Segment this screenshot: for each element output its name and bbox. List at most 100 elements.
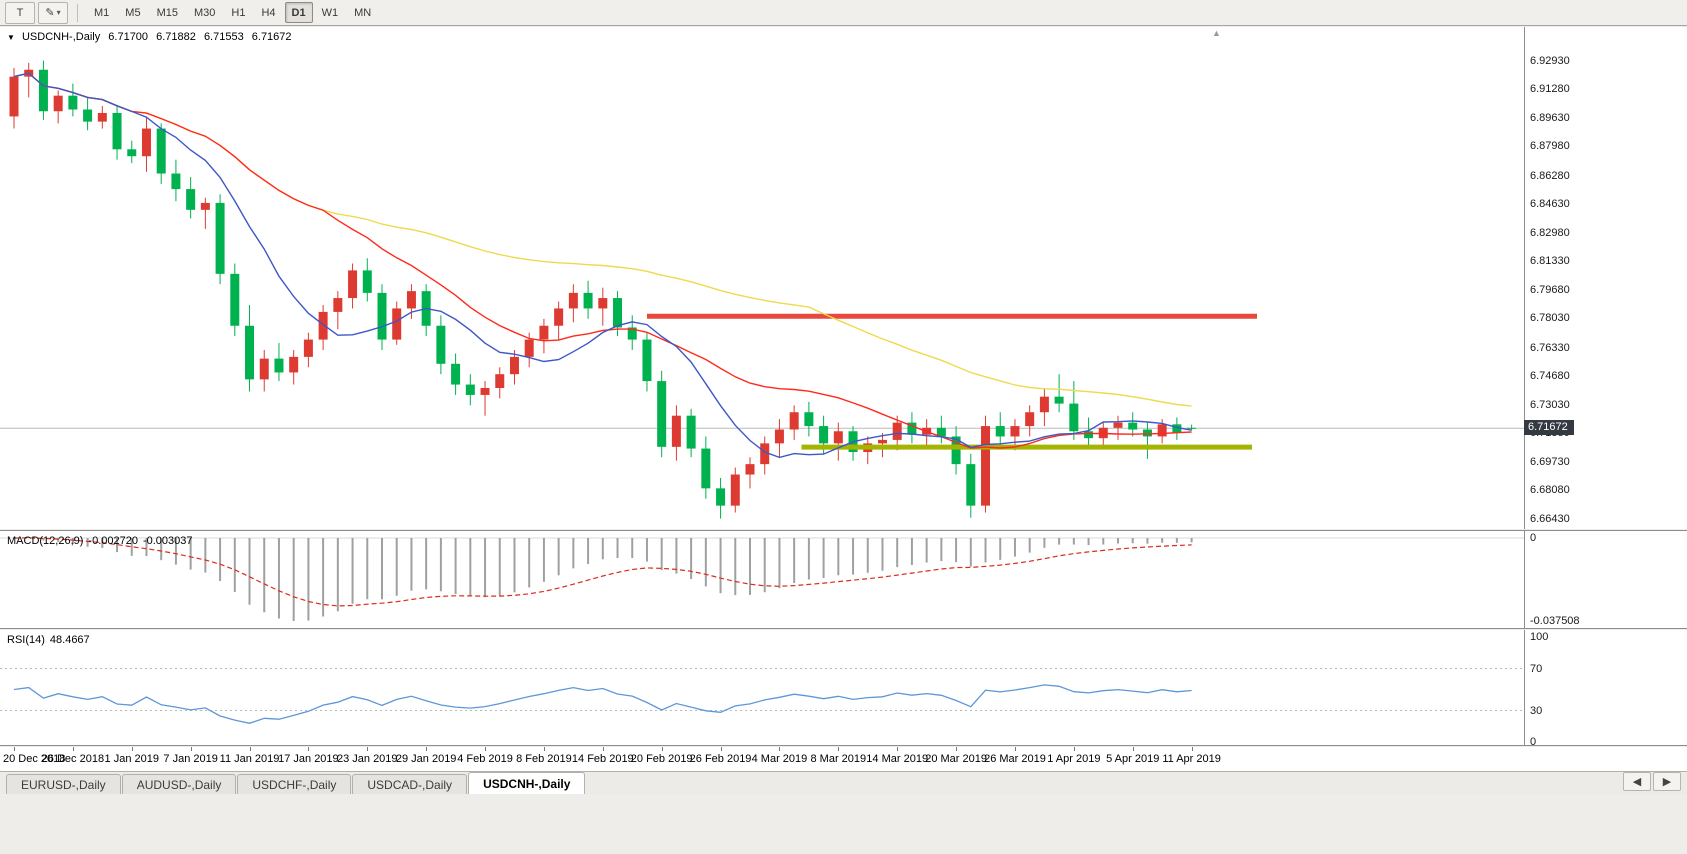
current-price-badge: 6.71672 bbox=[1524, 420, 1574, 436]
rsi-panel-label: RSI(14) 48.4667 bbox=[7, 634, 95, 646]
timeframe-button-h1[interactable]: H1 bbox=[231, 6, 246, 19]
toolbar-separator bbox=[77, 3, 78, 22]
candle-body bbox=[97, 112, 107, 122]
candle-body bbox=[524, 339, 534, 357]
candle-body bbox=[1025, 412, 1035, 427]
macd-value-signal: -0.003037 bbox=[142, 535, 193, 547]
candle-body bbox=[127, 149, 137, 157]
candle-body bbox=[598, 298, 608, 309]
candle-body bbox=[38, 69, 48, 112]
candle-body bbox=[1039, 396, 1049, 413]
price-scale-label: 6.66430 bbox=[1530, 512, 1570, 525]
draw-tool-button[interactable]: ✎ ▾ bbox=[38, 1, 68, 24]
time-axis[interactable]: 20 Dec 2018 26 Dec 2018 1 Jan 2019 7 Jan 20… bbox=[0, 747, 1687, 771]
candle-body bbox=[230, 273, 240, 326]
price-scale-label: 6.87980 bbox=[1530, 140, 1570, 153]
left-arrow-icon: ◀ bbox=[1632, 776, 1642, 788]
price-scale-label: 6.84630 bbox=[1530, 198, 1570, 211]
timeframe-button-w1[interactable]: W1 bbox=[321, 6, 339, 19]
timeframe-group: M1 M5 M15 M30 H1 H4 D1 W1 MN bbox=[87, 2, 378, 23]
rsi-plot[interactable] bbox=[0, 630, 1524, 744]
date-label: 20 Dec 2018 bbox=[3, 753, 66, 765]
price-scale-label: 6.73030 bbox=[1530, 398, 1570, 411]
candle-body bbox=[333, 298, 343, 312]
chart-dropdown-icon[interactable]: ▼ bbox=[7, 33, 15, 42]
ma-slow bbox=[13, 72, 1192, 407]
candle-body bbox=[936, 427, 946, 437]
time-axis-tick bbox=[1191, 747, 1193, 751]
candle-body bbox=[966, 464, 976, 506]
macd-plot[interactable] bbox=[0, 531, 1524, 628]
timeframe-button-m15[interactable]: M15 bbox=[156, 6, 178, 19]
price-scale-label: 6.81330 bbox=[1530, 255, 1570, 268]
rsi-scale: 100 70 30 0 bbox=[1524, 630, 1687, 748]
ma-medium bbox=[13, 72, 1192, 449]
pencil-icon: ✎ bbox=[45, 7, 55, 19]
candle-body bbox=[774, 429, 784, 444]
rsi-line bbox=[13, 684, 1192, 724]
date-label: 1 Apr 2019 bbox=[1047, 753, 1101, 765]
candle-body bbox=[627, 327, 637, 340]
candle-body bbox=[1128, 422, 1138, 430]
candle-body bbox=[686, 415, 696, 449]
candle-body bbox=[1157, 424, 1167, 437]
price-chart-panel: ▼ USDCNH-,Daily 6.71700 6.71882 6.71553 … bbox=[0, 27, 1687, 529]
candle-body bbox=[9, 76, 19, 117]
tab-scroll-buttons: ◀ ▶ bbox=[1623, 772, 1681, 791]
candle-body bbox=[68, 95, 78, 110]
timeframe-button-m1[interactable]: M1 bbox=[94, 6, 110, 19]
chart-plot[interactable] bbox=[0, 27, 1524, 529]
right-arrow-icon: ▶ bbox=[1662, 776, 1672, 788]
timeframe-button-mn[interactable]: MN bbox=[354, 6, 372, 19]
quote-open: 6.71700 bbox=[108, 31, 149, 43]
tab-eurusd[interactable]: EURUSD-,Daily bbox=[6, 774, 121, 794]
chart-shift-marker[interactable]: ▲ bbox=[1212, 28, 1221, 38]
tab-usdchf[interactable]: USDCHF-,Daily bbox=[237, 774, 352, 794]
macd-name: MACD(12,26,9) bbox=[7, 535, 84, 547]
tab-usdcnh[interactable]: USDCNH-,Daily bbox=[468, 772, 586, 794]
date-label: 11 Apr 2019 bbox=[1162, 753, 1221, 765]
rsi-value: 48.4667 bbox=[49, 634, 90, 646]
chevron-down-icon: ▾ bbox=[56, 8, 61, 17]
tab-audusd[interactable]: AUDUSD-,Daily bbox=[121, 774, 237, 794]
candle-body bbox=[141, 128, 151, 157]
chart-tabs: EURUSD-,Daily AUDUSD-,Daily USDCHF-,Daily U… bbox=[6, 772, 586, 794]
candle-body bbox=[907, 422, 917, 435]
price-scale-label: 6.69730 bbox=[1530, 455, 1570, 468]
time-axis-tick bbox=[485, 747, 487, 751]
toolbar: T ✎ ▾ M1 M5 M15 M30 H1 H4 D1 W1 MN bbox=[0, 0, 1687, 26]
date-label: 26 Mar 2019 bbox=[984, 753, 1046, 765]
date-label: 4 Mar 2019 bbox=[751, 753, 808, 765]
chart-tab-bar: EURUSD-,Daily AUDUSD-,Daily USDCHF-,Daily U… bbox=[0, 771, 1687, 794]
timeframe-button-d1[interactable]: D1 bbox=[284, 2, 313, 23]
tab-usdcad[interactable]: USDCAD-,Daily bbox=[352, 774, 468, 794]
candle-body bbox=[1172, 424, 1182, 433]
candle-body bbox=[186, 189, 196, 210]
tabs-scroll-right-button[interactable]: ▶ bbox=[1653, 772, 1681, 791]
candle-body bbox=[406, 291, 416, 309]
candle-body bbox=[819, 426, 829, 444]
candle-body bbox=[480, 388, 490, 395]
macd-scale-label: -0.037508 bbox=[1530, 615, 1580, 627]
candle-body bbox=[730, 474, 740, 506]
candle-body bbox=[156, 128, 166, 174]
candle-body bbox=[171, 173, 181, 190]
candle-body bbox=[892, 422, 902, 440]
candle-body bbox=[1113, 422, 1123, 428]
candle-body bbox=[200, 202, 210, 210]
date-label: 1 Jan 2019 bbox=[104, 753, 159, 765]
time-axis-tick bbox=[131, 747, 133, 751]
price-scale-label: 6.76330 bbox=[1530, 341, 1570, 354]
timeframe-button-m30[interactable]: M30 bbox=[193, 6, 216, 19]
timeframe-button-m5[interactable]: M5 bbox=[125, 6, 141, 19]
tabs-scroll-left-button[interactable]: ◀ bbox=[1623, 772, 1651, 791]
candle-body bbox=[554, 308, 564, 326]
price-scale[interactable]: 6.92930 6.91280 6.89630 6.87980 6.86280 6.846… bbox=[1524, 27, 1687, 529]
macd-signal-line bbox=[13, 537, 1192, 607]
timeframe-button-h4[interactable]: H4 bbox=[261, 6, 276, 19]
price-scale-label: 6.74680 bbox=[1530, 370, 1570, 383]
candle-body bbox=[436, 325, 446, 364]
time-axis-tick bbox=[956, 747, 958, 751]
quote-high: 6.71882 bbox=[156, 31, 196, 43]
pointer-tool-button[interactable]: T bbox=[5, 1, 35, 24]
